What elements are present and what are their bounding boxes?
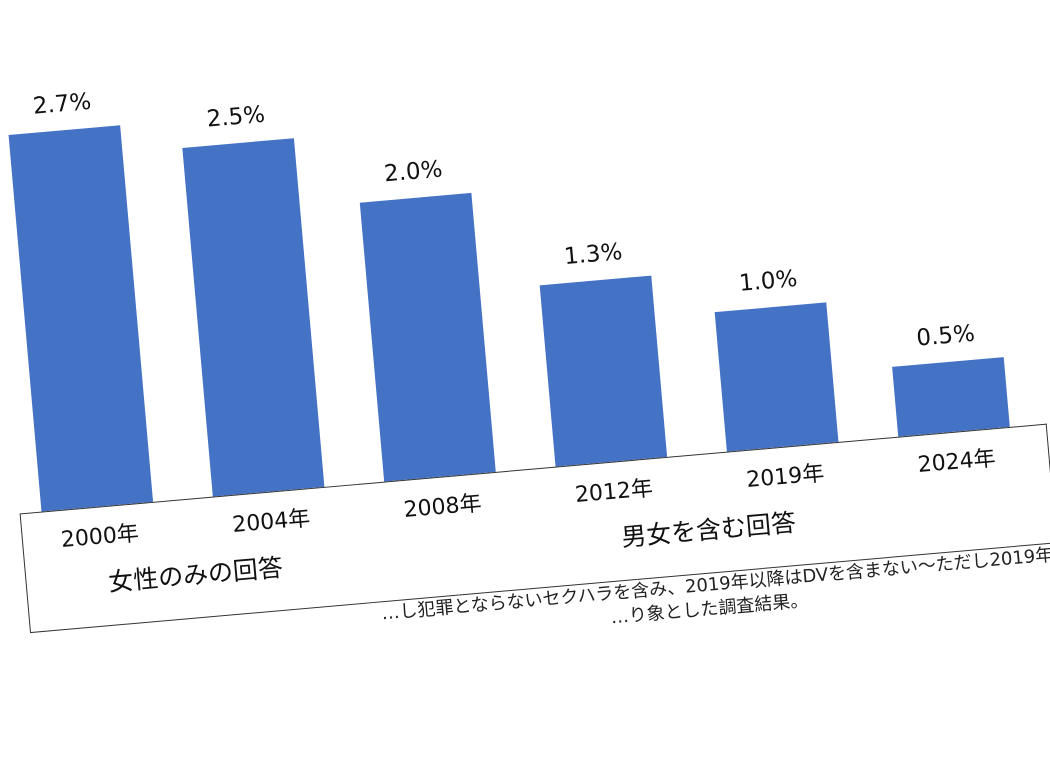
bar-2008 bbox=[359, 192, 496, 482]
value-label-2024: 0.5% bbox=[915, 320, 976, 352]
value-label-2000: 2.7% bbox=[31, 88, 93, 120]
bar-2024 bbox=[892, 357, 1010, 437]
value-label-2012: 1.3% bbox=[562, 239, 624, 271]
bar-2000 bbox=[8, 125, 154, 512]
bar-2012 bbox=[539, 275, 668, 467]
value-label-2004: 2.5% bbox=[205, 101, 267, 133]
value-label-2008: 2.0% bbox=[383, 156, 444, 188]
bar-2004 bbox=[182, 138, 325, 497]
bar-2019 bbox=[714, 302, 839, 452]
value-label-2019: 1.0% bbox=[737, 265, 799, 297]
